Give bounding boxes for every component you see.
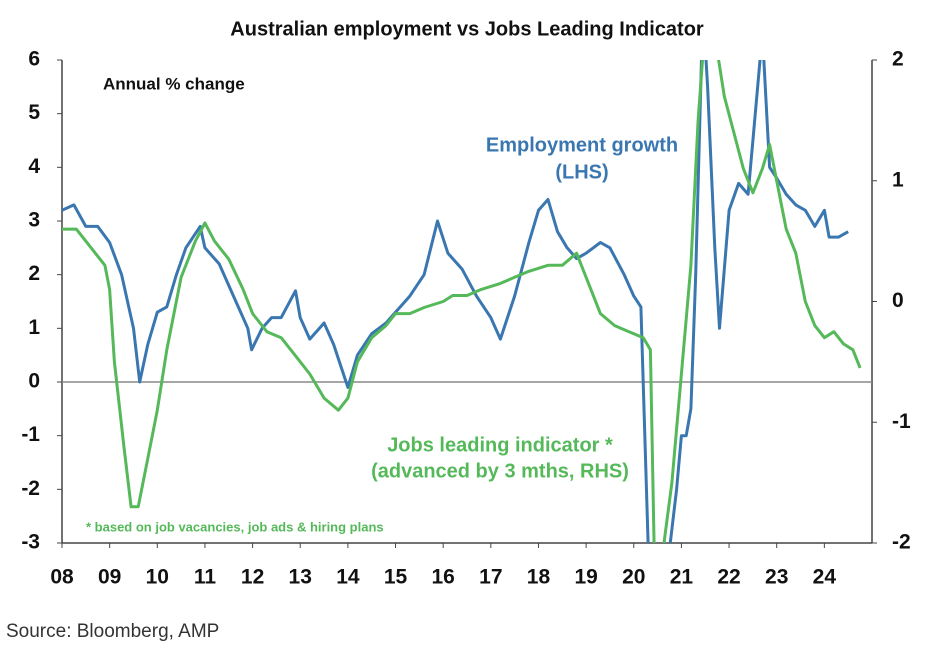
y-tick-label: -2 — [21, 477, 40, 500]
annotation: (advanced by 3 mths, RHS) — [371, 460, 629, 482]
y-tick-label: 0 — [28, 370, 40, 393]
x-tick-label: 17 — [479, 566, 502, 589]
y-tick-label: 1 — [28, 316, 40, 339]
x-tick-label: 20 — [622, 566, 645, 589]
y-tick-label: -1 — [21, 423, 40, 446]
annotation: Jobs leading indicator * — [387, 434, 613, 456]
x-tick-label: 11 — [194, 566, 217, 589]
y-tick-label: 6 — [28, 48, 40, 71]
x-tick-label: 13 — [289, 566, 312, 589]
y2-tick-label: 0 — [892, 289, 904, 312]
x-tick-label: 15 — [384, 566, 408, 589]
y-tick-label: -3 — [21, 531, 40, 554]
source-note: Source: Bloomberg, AMP — [6, 621, 219, 642]
y2-tick-label: -2 — [892, 531, 911, 554]
x-tick-label: 18 — [527, 566, 551, 589]
y2-tick-label: 1 — [892, 168, 904, 191]
annotation: Employment growth — [486, 134, 678, 156]
y-tick-label: 5 — [28, 101, 40, 124]
x-tick-label: 14 — [336, 566, 360, 589]
y-tick-label: 2 — [28, 262, 40, 285]
x-tick-label: 21 — [670, 566, 694, 589]
annotation: * based on job vacancies, job ads & hiri… — [86, 519, 384, 534]
y-tick-label: 3 — [28, 209, 40, 232]
x-tick-label: 23 — [765, 566, 788, 589]
chart-title: Australian employment vs Jobs Leading In… — [230, 18, 704, 40]
x-tick-label: 22 — [717, 566, 740, 589]
x-tick-label: 16 — [431, 566, 454, 589]
x-tick-label: 10 — [146, 566, 169, 589]
x-tick-label: 08 — [50, 566, 74, 589]
y2-tick-label: -1 — [892, 410, 911, 433]
x-tick-label: 19 — [574, 566, 597, 589]
x-tick-label: 12 — [241, 566, 264, 589]
x-tick-label: 09 — [98, 566, 121, 589]
y-tick-label: 4 — [28, 155, 40, 178]
x-tick-label: 24 — [813, 566, 837, 589]
series-line — [62, 60, 862, 543]
y2-tick-label: 2 — [892, 48, 904, 71]
annotation: (LHS) — [555, 161, 608, 183]
annotation: Annual % change — [103, 74, 245, 93]
